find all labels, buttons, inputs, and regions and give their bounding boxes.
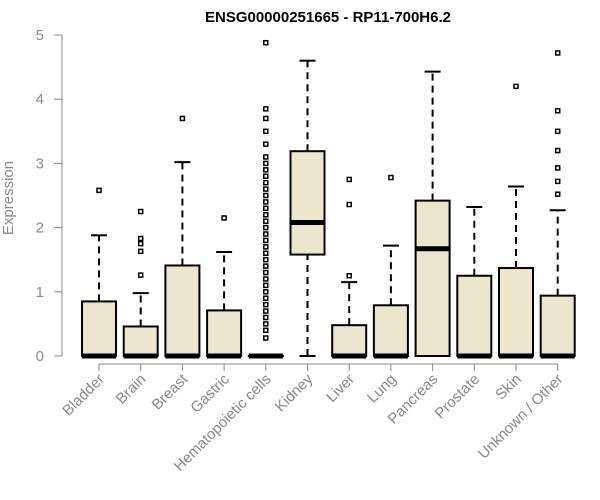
outlier-point — [263, 128, 269, 135]
boxes-group — [81, 39, 576, 359]
y-tick-label: 5 — [36, 27, 44, 44]
box-prostate — [456, 206, 493, 359]
outlier-point — [263, 39, 269, 46]
y-tick-label: 3 — [36, 155, 44, 172]
box-body — [122, 325, 159, 357]
chart-title: ENSG00000251665 - RP11-700H6.2 — [205, 9, 451, 26]
outlier-point — [346, 273, 352, 279]
outlier-point — [137, 240, 144, 247]
box-lung — [372, 174, 409, 359]
outlier-point — [263, 186, 269, 192]
box-body — [498, 267, 534, 357]
y-axis-label: Expression — [0, 161, 17, 235]
outlier-point — [263, 321, 269, 327]
outlier-point — [137, 272, 144, 278]
outlier-point — [263, 167, 269, 173]
box-gastric — [206, 215, 243, 359]
box-hematopoietic-cells — [247, 39, 284, 359]
outlier-point — [554, 50, 561, 56]
box-body — [331, 324, 368, 357]
y-tick-label: 1 — [36, 284, 44, 301]
outlier-point — [263, 282, 269, 289]
outlier-point — [263, 237, 269, 244]
outlier-point — [263, 218, 269, 224]
outlier-point — [513, 83, 519, 90]
x-tick-label: Liver — [323, 371, 358, 406]
outlier-point — [137, 248, 144, 255]
box-body — [456, 274, 493, 357]
outlier-point — [263, 269, 269, 276]
y-tick-label: 4 — [36, 91, 44, 108]
x-tick-label: Bladder — [59, 371, 108, 420]
box-body — [289, 150, 326, 256]
outlier-point — [263, 314, 269, 321]
x-tick-label: Brain — [113, 371, 150, 408]
outlier-point — [346, 176, 352, 183]
x-tick-label: Lung — [364, 371, 400, 407]
box-skin — [498, 83, 534, 359]
box-body — [81, 300, 117, 357]
box-brain — [122, 208, 159, 359]
outlier-point — [263, 106, 269, 112]
outlier-point — [263, 212, 269, 218]
box-body — [372, 304, 409, 358]
outlier-point — [263, 231, 269, 237]
box-breast — [164, 115, 201, 359]
outlier-point — [263, 244, 269, 250]
outlier-point — [263, 173, 269, 179]
outlier-point — [263, 154, 269, 160]
x-tick-label: Prostate — [432, 371, 484, 423]
outlier-point — [263, 308, 269, 314]
outlier-point — [137, 235, 144, 242]
outlier-point — [554, 147, 561, 154]
box-body — [206, 309, 243, 357]
outlier-point — [263, 295, 269, 301]
y-tick-label: 2 — [36, 220, 44, 237]
outlier-point — [263, 301, 269, 308]
outlier-point — [263, 160, 269, 167]
outlier-point — [554, 191, 561, 197]
box-body — [164, 264, 201, 357]
outlier-point — [554, 108, 561, 114]
outlier-point — [263, 276, 269, 282]
box-pancreas — [414, 70, 451, 357]
x-tick-label: Breast — [149, 370, 192, 413]
outlier-point — [346, 201, 352, 208]
outlier-point — [388, 174, 394, 181]
y-axis: 0 1 2 3 4 5 — [36, 27, 63, 365]
outlier-point — [179, 115, 186, 122]
x-tick-label: Skin — [492, 371, 525, 404]
outlier-point — [263, 335, 269, 341]
y-tick-label: 0 — [36, 348, 44, 365]
outlier-point — [263, 141, 269, 147]
outlier-point — [554, 178, 561, 185]
x-tick-label: Kidney — [272, 370, 317, 415]
outlier-point — [263, 263, 269, 269]
outlier-point — [263, 289, 269, 295]
box-body — [414, 199, 451, 357]
outlier-point — [263, 199, 269, 205]
outlier-point — [137, 208, 144, 215]
outlier-point — [263, 192, 269, 199]
box-liver — [331, 176, 368, 359]
outlier-point — [263, 115, 269, 122]
outlier-point — [263, 256, 269, 263]
outlier-point — [263, 179, 269, 186]
box-body — [539, 294, 576, 358]
outlier-point — [263, 224, 269, 231]
outlier-point — [263, 205, 269, 212]
outlier-point — [263, 250, 269, 257]
outlier-point — [96, 187, 102, 194]
box-bladder — [81, 187, 117, 359]
box-kidney — [289, 59, 326, 357]
outlier-point — [221, 215, 227, 221]
outlier-point — [554, 128, 561, 135]
outlier-point — [554, 165, 561, 171]
box-unknown-other — [539, 50, 576, 359]
outlier-point — [263, 327, 269, 334]
